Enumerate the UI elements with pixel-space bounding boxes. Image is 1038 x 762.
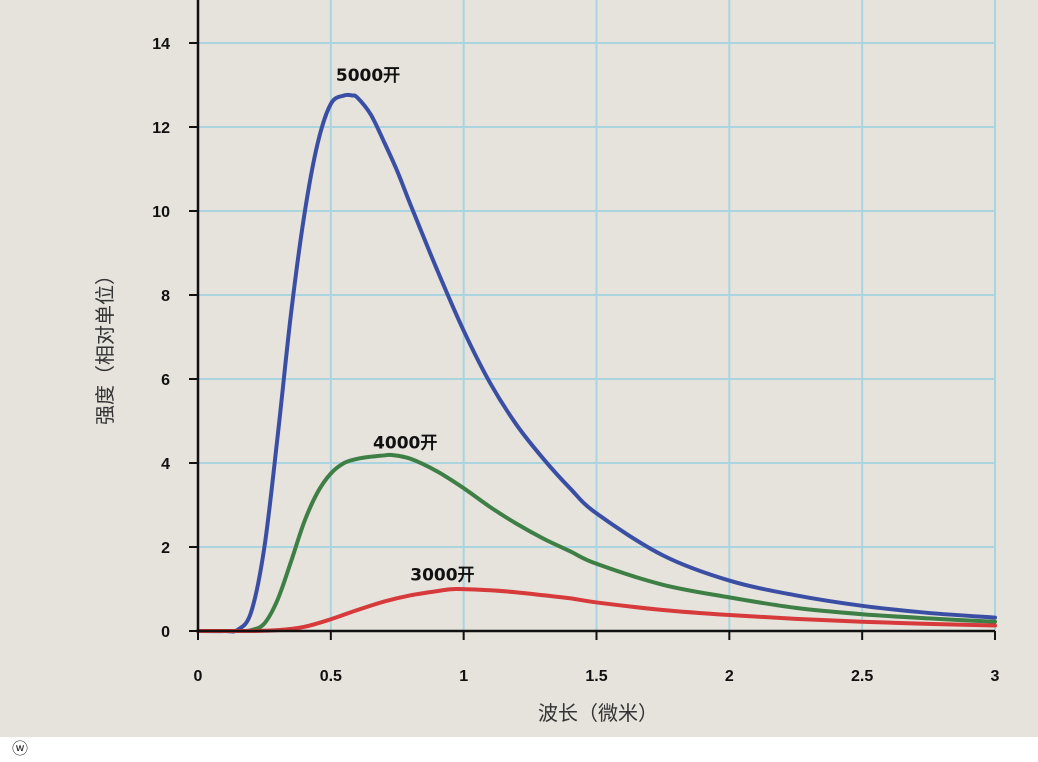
x-tick-label-4: 2 (725, 668, 734, 685)
series-line-0 (196, 92, 997, 634)
x-tick-label-1: 0.5 (320, 668, 342, 685)
series-line-2 (196, 586, 997, 634)
y-axis-title: 强度（相对单位） (93, 265, 117, 425)
x-tick-label-2: 1 (459, 668, 468, 685)
y-tick-label-6: 12 (152, 120, 170, 137)
x-tick-label-0: 0 (194, 668, 203, 685)
y-tick-label-0: 0 (161, 624, 170, 641)
y-tick-label-5: 10 (152, 204, 170, 221)
grid-lines (198, 0, 996, 631)
y-tick-label-2: 4 (161, 456, 170, 473)
y-tick-label-1: 2 (161, 540, 170, 557)
series-label-0: 5000开 (336, 66, 400, 86)
labels: 波长（微米） 强度（相对单位） 5000开 4000开 3000开 (93, 66, 658, 725)
series-label-1: 4000开 (373, 433, 437, 453)
x-tick-label-5: 2.5 (851, 668, 873, 685)
x-tick-label-3: 1.5 (585, 668, 607, 685)
y-tick-label-4: 8 (161, 288, 170, 305)
series-lines (196, 92, 997, 634)
y-tick-label-7: 14 (152, 36, 170, 53)
axes: 0 0.5 1 1.5 2 2.5 3 0 2 4 6 8 10 12 14 (152, 0, 1000, 685)
y-tick-label-3: 6 (161, 372, 170, 389)
watermark-icon: ⓦ (11, 739, 28, 758)
series-label-2: 3000开 (410, 566, 474, 586)
x-axis-title: 波长（微米） (538, 701, 658, 725)
series-line-1 (196, 452, 997, 634)
x-tick-label-6: 3 (991, 668, 1000, 685)
